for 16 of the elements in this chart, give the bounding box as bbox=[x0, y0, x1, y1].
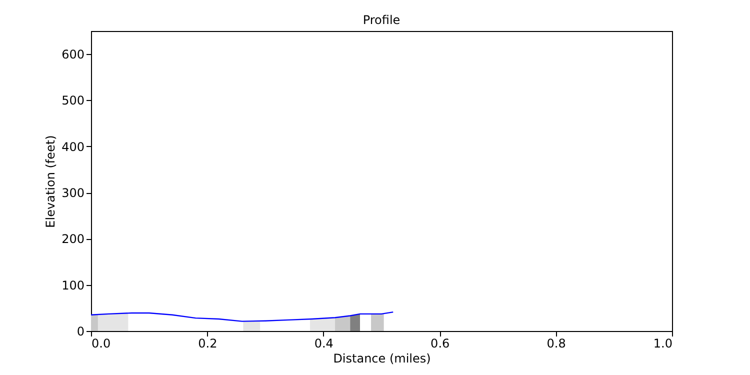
y-tick-label: 300 bbox=[62, 186, 84, 200]
y-axis-title: Elevation (feet) bbox=[44, 135, 58, 228]
y-tick-label: 200 bbox=[62, 232, 84, 246]
x-tick-label: 0.6 bbox=[430, 336, 450, 350]
y-tick-label: 400 bbox=[62, 140, 84, 154]
x-tick-label: 0.2 bbox=[198, 336, 218, 350]
y-tick-label: 100 bbox=[62, 278, 84, 292]
x-tick-label: 1.0 bbox=[653, 336, 672, 350]
y-tick-label: 500 bbox=[62, 94, 84, 108]
x-axis-title: Distance (miles) bbox=[333, 352, 431, 366]
y-tick-label: 0 bbox=[76, 324, 84, 338]
x-tick-label: 0.4 bbox=[314, 336, 334, 350]
x-tick-label: 0.0 bbox=[92, 336, 111, 350]
x-tick-label: 0.8 bbox=[546, 336, 566, 350]
y-tick-label: 600 bbox=[62, 48, 84, 62]
chart-title: Profile bbox=[362, 13, 400, 27]
